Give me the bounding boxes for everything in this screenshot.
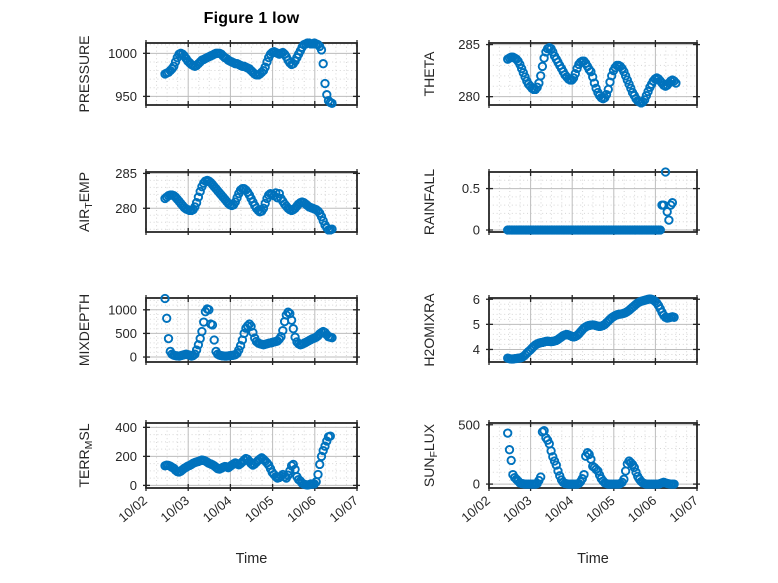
y-tick-label: 0 <box>473 477 480 492</box>
y-tick-label: 200 <box>115 449 137 464</box>
scatter-markers <box>503 294 679 364</box>
y-tick-label: 0.5 <box>462 181 480 196</box>
panel-terr_msl: 0 200 400 TERRMSL 10/02 10/03 10/04 10/05 10/06 1… <box>76 420 361 525</box>
panel-sun_flux: 0 500 SUNFLUX 10/02 10/03 10/04 10/05 10/06 10/0… <box>421 417 701 525</box>
x-tick-label: 10/03 <box>500 493 535 525</box>
y-tick-label: 280 <box>115 201 137 216</box>
scatter-markers <box>503 43 681 108</box>
y-tick-labels: 280 285 <box>458 37 480 104</box>
scatter-markers <box>160 293 337 361</box>
y-tick-label: 4 <box>473 342 480 357</box>
panel-pressure: 950 1000 PRESSURE <box>76 35 360 113</box>
y-tick-labels: 0 500 1000 <box>108 302 137 364</box>
x-tick-labels: 10/02 10/03 10/04 10/05 10/06 10/07 <box>115 493 361 525</box>
tick-marks <box>143 169 360 235</box>
y-axis-label-theta: THETA <box>421 51 437 97</box>
y-tick-label: 285 <box>458 37 480 52</box>
y-tick-label: 400 <box>115 420 137 435</box>
axes-box <box>145 42 358 106</box>
x-tick-label: 10/06 <box>284 493 319 525</box>
panel-air_temp: 280 285 AIRTEMP <box>76 166 360 235</box>
y-axis-label-terr_msl: TERRMSL <box>76 423 95 487</box>
y-tick-label: 285 <box>115 166 137 181</box>
y-tick-labels: 00.5 <box>462 181 480 237</box>
x-tick-label: 10/02 <box>115 493 150 525</box>
y-tick-label: 0 <box>130 350 137 365</box>
y-tick-label: 500 <box>458 417 480 432</box>
axes-box <box>145 422 358 489</box>
x-tick-labels: 10/02 10/03 10/04 10/05 10/06 10/07 <box>458 493 701 525</box>
x-tick-label: 10/07 <box>666 493 701 525</box>
scatter-markers <box>503 426 679 489</box>
axes-box <box>488 42 698 106</box>
y-axis-label-air_temp: AIRTEMP <box>76 172 95 232</box>
y-tick-labels: 0 500 <box>458 417 480 491</box>
y-axis-label-rainfall: RAINFALL <box>421 169 437 235</box>
y-tick-labels: 0 200 400 <box>115 420 137 493</box>
panel-h2omixra: 4 5 6 H2OMIXRA <box>421 292 700 367</box>
scatter-markers <box>503 167 678 235</box>
axes-box <box>488 422 698 489</box>
y-axis-label-sun_flux: SUNFLUX <box>421 423 440 487</box>
x-tick-label: 10/07 <box>326 493 361 525</box>
y-tick-labels: 950 1000 <box>108 46 137 104</box>
x-axis-label-left: Time <box>235 551 268 567</box>
y-tick-label: 0 <box>473 223 480 238</box>
y-tick-label: 0 <box>130 478 137 493</box>
panel-theta: 280 285 THETA <box>421 37 700 108</box>
y-tick-labels: 4 5 6 <box>473 292 480 357</box>
x-axis-label-right: Time <box>577 551 609 567</box>
y-tick-labels: 280 285 <box>115 166 137 216</box>
x-tick-label: 10/06 <box>625 493 660 525</box>
y-tick-label: 280 <box>458 89 480 104</box>
tick-marks <box>486 40 700 108</box>
y-tick-label: 500 <box>115 326 137 341</box>
y-axis-label-h2omixra: H2OMIXRA <box>421 293 437 367</box>
tick-marks <box>143 295 360 365</box>
minor-grid <box>489 298 697 362</box>
axes-box <box>145 297 358 363</box>
axes-box <box>488 297 698 363</box>
major-grid <box>489 298 697 362</box>
scatter-markers <box>160 175 337 235</box>
y-tick-label: 950 <box>115 89 137 104</box>
tick-marks <box>143 40 360 108</box>
y-tick-label: 6 <box>473 292 480 307</box>
y-axis-label-pressure: PRESSURE <box>76 35 92 112</box>
figure-title: Figure 1 low <box>203 10 300 27</box>
x-tick-label: 10/05 <box>242 493 277 525</box>
scatter-markers <box>160 38 337 108</box>
tick-marks <box>143 420 360 491</box>
y-tick-label: 5 <box>473 317 480 332</box>
x-tick-label: 10/05 <box>583 493 618 525</box>
x-tick-label: 10/02 <box>458 493 493 525</box>
x-tick-label: 10/04 <box>200 493 235 525</box>
panel-mixdepth: 0 500 1000 MIXDEPTH <box>76 294 360 366</box>
x-tick-label: 10/04 <box>542 493 577 525</box>
scatter-markers <box>160 431 335 490</box>
y-tick-label: 1000 <box>108 46 137 61</box>
y-tick-label: 1000 <box>108 302 137 317</box>
axes-box <box>145 171 358 233</box>
y-axis-label-mixdepth: MIXDEPTH <box>76 294 92 366</box>
x-tick-label: 10/03 <box>158 493 193 525</box>
